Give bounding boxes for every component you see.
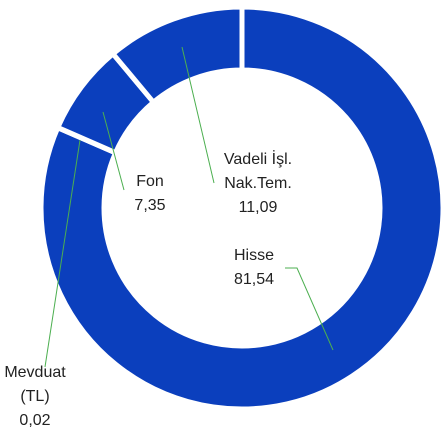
slice <box>109 4 245 106</box>
label-value: 81,54 <box>233 271 275 288</box>
slice-label: Vadeli İşl. Nak.Tem. 11,09 <box>203 148 313 220</box>
label-name: Mevduat (TL) <box>4 364 66 405</box>
label-value: 11,09 <box>238 199 278 216</box>
label-name: Hisse <box>233 247 274 264</box>
label-name: Fon <box>136 173 164 190</box>
slice <box>38 4 441 412</box>
leader-line <box>102 111 125 191</box>
slice-label: Fon 7,35 <box>125 170 175 218</box>
leader-line <box>285 267 334 351</box>
slice-label: Hisse 81,54 <box>214 244 294 292</box>
label-value: 0,02 <box>19 412 51 429</box>
slice-label: Mevduat (TL) 0,02 <box>0 361 70 433</box>
leader-line <box>181 46 215 184</box>
label-value: 7,35 <box>134 197 166 214</box>
leader-line <box>44 139 81 368</box>
label-name: Vadeli İşl. Nak.Tem. <box>223 151 293 192</box>
